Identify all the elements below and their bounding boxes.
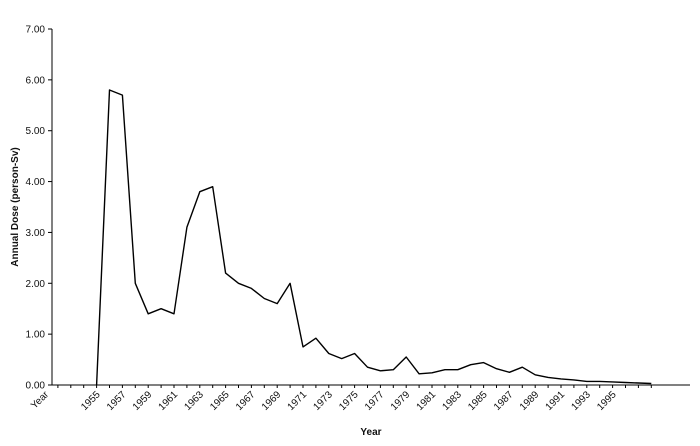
y-tick-label: 3.00 [26,228,46,239]
x-tick-label: 1969 [260,389,284,413]
x-tick-label: Year [29,389,52,412]
x-tick-label: 1993 [569,389,593,413]
data-line [95,89,652,386]
x-tick-label: 1981 [415,389,439,413]
y-tick-label: 4.00 [26,177,46,188]
x-axis-title: Year [360,427,381,438]
x-tick-label: 1967 [234,389,258,413]
y-tick-label: 0.00 [26,381,46,392]
x-tick-label: 1965 [208,389,232,413]
x-tick-label: 1971 [286,389,310,413]
y-tick-label: 5.00 [26,126,46,137]
x-tick-label: 1961 [157,389,181,413]
x-tick-label: 1977 [363,389,387,413]
y-tick-label: 2.00 [26,279,46,290]
y-axis-title: Annual Dose (person-Sv) [10,147,21,266]
x-tick-label: 1985 [466,389,490,413]
x-tick-label: 1987 [492,389,516,413]
x-tick-label: 1963 [182,389,206,413]
x-tick-label: 1973 [311,389,335,413]
x-tick-label: 1991 [544,389,568,413]
x-tick-label: 1975 [337,389,361,413]
x-tick-label: 1989 [518,389,542,413]
y-tick-label: 1.00 [26,330,46,341]
y-tick-label: 7.00 [26,25,46,36]
x-tick-label: 1955 [79,389,103,413]
x-tick-label: 1983 [440,389,464,413]
x-tick-label: 1979 [389,389,413,413]
x-tick-label: 1957 [105,389,129,413]
y-tick-label: 6.00 [26,75,46,86]
x-tick-label: 1959 [131,389,155,413]
x-tick-label: 1995 [595,389,619,413]
